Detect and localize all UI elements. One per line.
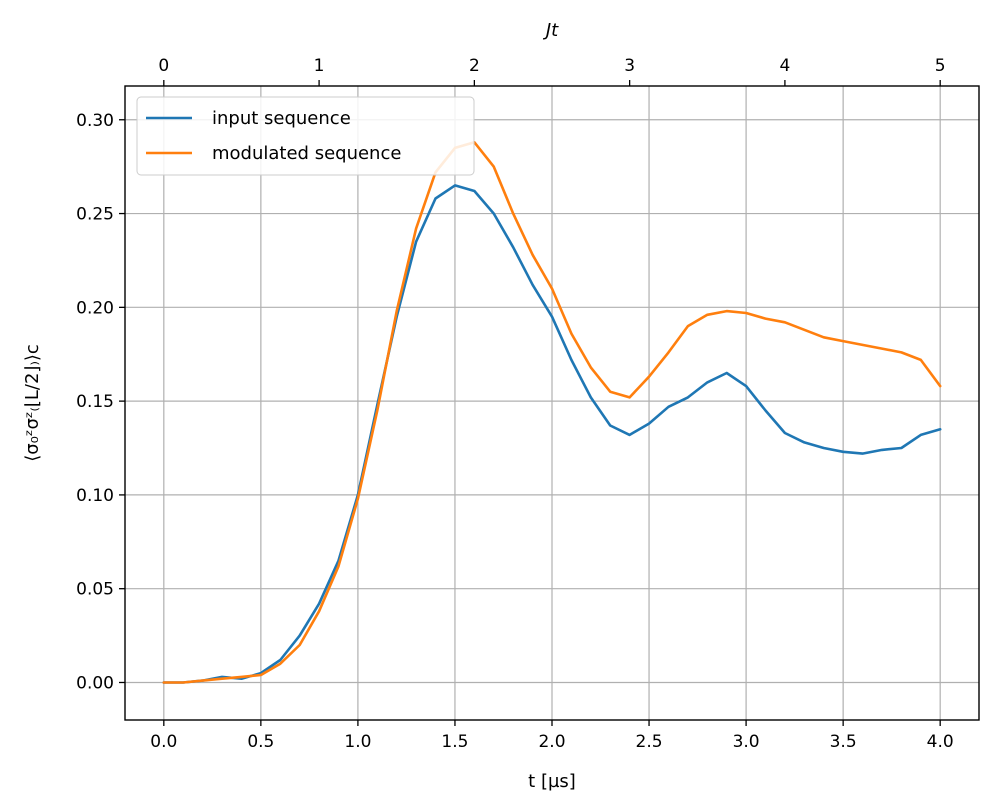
bottom-x-axis: 0.0 0.5 1.0 1.5 2.0 2.5 3.0 3.5 4.0	[150, 720, 954, 752]
top-x-axis: 0 1 2 3 4 5	[158, 56, 946, 86]
y-tick-label: 0.30	[76, 111, 114, 131]
y-tick-label: 0.15	[76, 392, 114, 412]
y-axis: 0.00 0.05 0.10 0.15 0.20 0.25 0.30	[76, 111, 125, 693]
legend-label-modulated-sequence: modulated sequence	[212, 143, 401, 164]
top-x-tick-label: 0	[158, 56, 169, 76]
legend-label-input-sequence: input sequence	[212, 108, 351, 129]
top-x-tick-label: 1	[314, 56, 325, 76]
series-line-input-sequence	[162, 184, 942, 684]
x-tick-label: 1.5	[441, 732, 468, 752]
legend-box	[136, 96, 475, 176]
x-tick-label: 4.0	[927, 732, 954, 752]
series-line-modulated-sequence	[162, 141, 942, 684]
x-tick-label: 2.0	[538, 732, 565, 752]
top-x-tick-label: 3	[624, 56, 635, 76]
top-x-tick-label: 5	[935, 56, 946, 76]
top-x-tick-label: 2	[469, 56, 480, 76]
x-tick-label: 0.0	[150, 732, 177, 752]
series-layer	[162, 141, 942, 684]
y-tick-label: 0.25	[76, 205, 114, 225]
x-tick-label: 2.5	[636, 732, 663, 752]
x-axis-label: t [µs]	[528, 771, 576, 792]
top-x-tick-label: 4	[779, 56, 790, 76]
legend: input sequence modulated sequence	[136, 96, 475, 176]
x-tick-label: 0.5	[247, 732, 274, 752]
y-tick-label: 0.20	[76, 298, 114, 318]
x-tick-label: 3.5	[830, 732, 857, 752]
y-tick-label: 0.00	[76, 673, 114, 693]
x-tick-label: 3.0	[733, 732, 760, 752]
y-tick-label: 0.05	[76, 580, 114, 600]
y-tick-label: 0.10	[76, 486, 114, 506]
top-x-axis-label: Jt	[543, 20, 559, 41]
x-tick-label: 1.0	[344, 732, 371, 752]
grid	[125, 86, 979, 720]
y-axis-label: ⟨σ₀ᶻσᶻ₍⌊L/2⌋₎⟩c	[22, 344, 43, 462]
